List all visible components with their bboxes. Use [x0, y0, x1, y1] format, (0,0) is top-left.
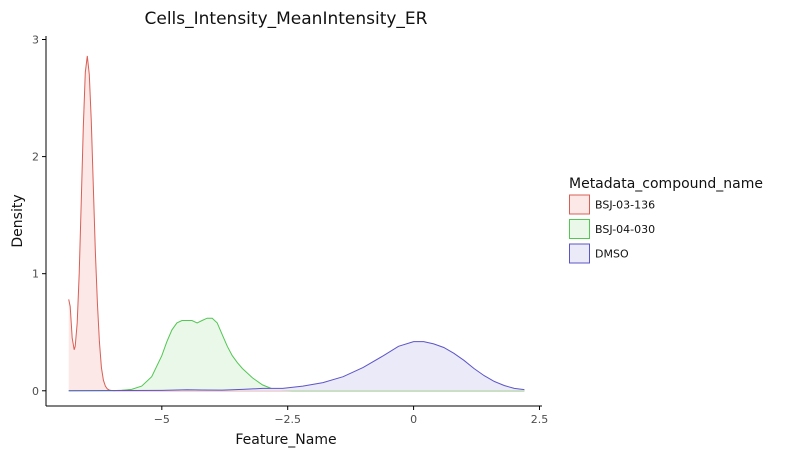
y-axis-title: Density [10, 194, 26, 247]
x-axis-ticks: −5 −2.5 0 2.5 [154, 406, 549, 426]
legend: Metadata_compound_name BSJ-03-136 BSJ-04-… [569, 176, 763, 264]
density-line-bsj-03-136 [68, 55, 525, 392]
legend-swatch-bsj-03-136 [569, 194, 590, 215]
chart-title: Cells_Intensity_MeanIntensity_ER [145, 9, 428, 29]
density-line-dmso [68, 341, 525, 392]
plot-area: −5 −2.5 0 2.5 0 1 2 3 [32, 34, 548, 426]
y-axis-ticks: 0 1 2 3 [32, 34, 46, 398]
legend-title: Metadata_compound_name [569, 176, 763, 192]
legend-items: BSJ-03-136 BSJ-04-030 DMSO [569, 194, 655, 264]
x-axis-title: Feature_Name [235, 432, 336, 448]
legend-label-dmso: DMSO [595, 248, 629, 261]
x-tick-label: −2.5 [274, 413, 301, 426]
y-tick-label: 1 [32, 268, 39, 281]
density-series [68, 55, 525, 392]
y-tick-label: 3 [32, 34, 39, 47]
y-tick-label: 0 [32, 385, 39, 398]
density-area-bsj-04-030 [68, 318, 525, 391]
legend-label-bsj-03-136: BSJ-03-136 [595, 199, 655, 212]
y-tick-label: 2 [32, 151, 39, 164]
density-line-bsj-04-030 [68, 317, 525, 392]
density-area-dmso [68, 341, 525, 391]
legend-swatch-bsj-04-030 [569, 219, 590, 239]
density-area-bsj-03-136 [68, 55, 525, 391]
x-tick-label: 2.5 [531, 413, 549, 426]
x-tick-label: −5 [154, 413, 170, 426]
x-tick-label: 0 [410, 413, 417, 426]
legend-swatch-dmso [569, 243, 590, 264]
legend-label-bsj-04-030: BSJ-04-030 [595, 223, 655, 236]
